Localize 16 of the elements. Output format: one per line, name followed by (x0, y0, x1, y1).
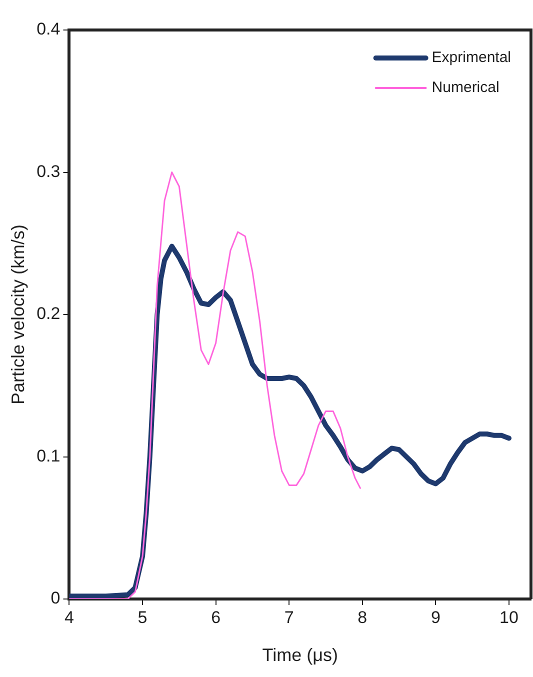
y-axis-title: Particle velocity (km/s) (8, 224, 28, 405)
x-tick-label: 5 (138, 608, 148, 627)
y-tick-label: 0.4 (36, 20, 60, 39)
x-tick-label: 10 (500, 608, 518, 627)
x-axis-title: Time (μs) (262, 645, 338, 666)
x-tick-label: 4 (64, 608, 74, 627)
x-tick-label: 8 (358, 608, 368, 627)
x-tick-label: 9 (430, 608, 440, 627)
legend-label: Numerical (432, 79, 500, 96)
x-tick-label: 6 (211, 608, 221, 627)
y-tick-label: 0 (50, 588, 60, 608)
legend-label: Exprimental (432, 49, 512, 66)
y-tick-label: 0.2 (36, 304, 60, 324)
y-tick-label: 0.3 (36, 162, 60, 181)
x-tick-label: 7 (284, 608, 294, 627)
y-tick-label: 0.1 (36, 446, 60, 466)
